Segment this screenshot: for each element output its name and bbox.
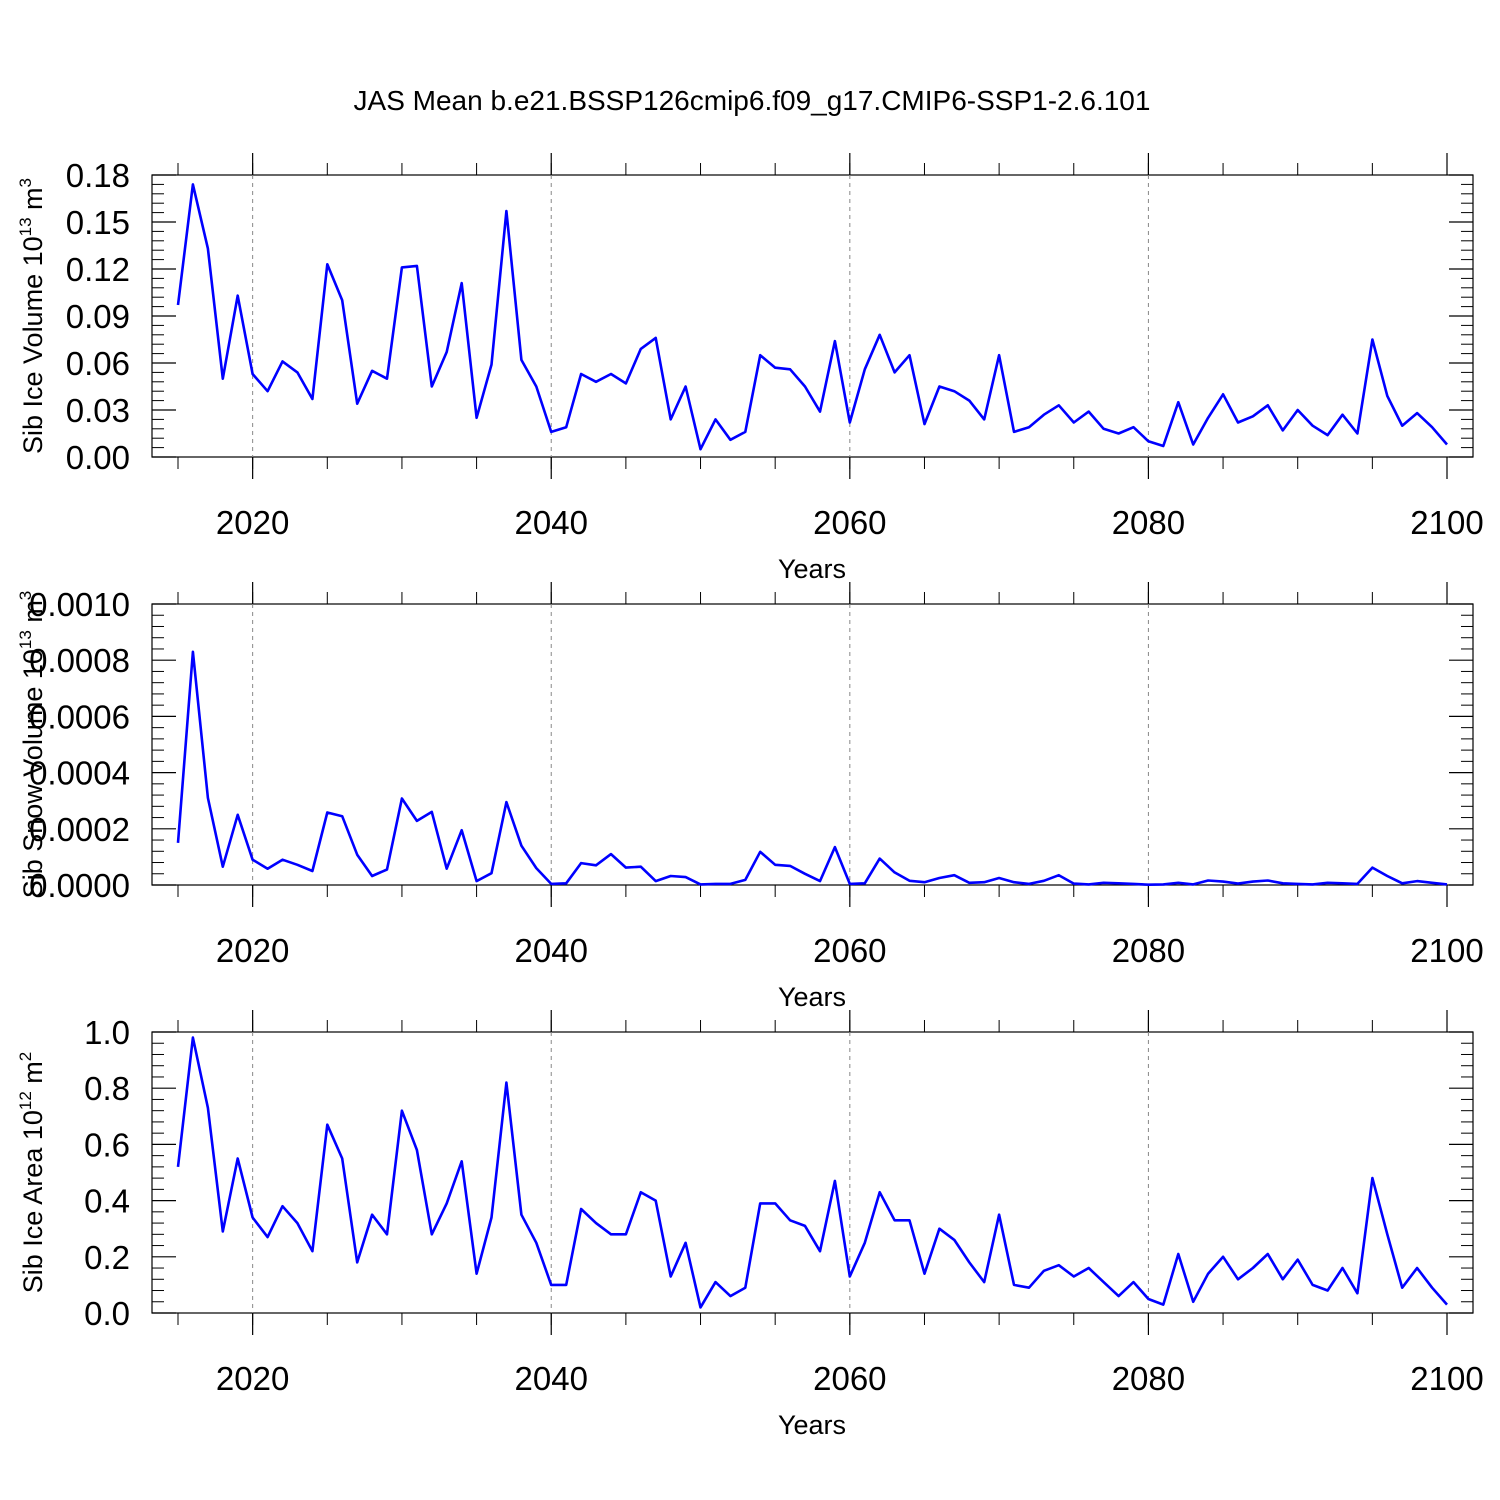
y-tick-label: 0.0004 [29,755,130,792]
x-tick-label: 2060 [813,504,886,541]
y-tick-label: 0.06 [66,345,130,382]
y-tick-label: 0.09 [66,298,130,335]
y-tick-label: 0.03 [66,392,130,429]
x-tick-label: 2100 [1410,504,1483,541]
x-tick-label: 2080 [1112,504,1185,541]
x-tick-label: 2040 [515,1360,588,1397]
x-tick-label: 2020 [216,932,289,969]
x-tick-label: 2020 [216,1360,289,1397]
chart-panel-3: 2020 2040 2060 2080 2100 0.0 0.2 0.4 0.6 0.8 1.0 Ye… [16,1010,1484,1440]
chart-panel-2: 2020 2040 2060 2080 2100 0.0000 0.0002 0.0004 0.… [16,582,1484,1012]
data-series-line [176,1036,1448,1309]
y-tick-label: 0.0 [84,1295,130,1332]
x-axis-label: Years [778,1410,846,1440]
y-axis-label: Sib Ice Area 1012 m2 [16,1052,48,1294]
y-tick-label: 0.0008 [29,642,130,679]
chart-panel-1: 2020 2040 2060 2080 2100 0.00 0.03 0.06 0.09 0.12… [16,153,1484,584]
y-tick-label: 0.0010 [29,586,130,623]
x-tick-label: 2040 [515,504,588,541]
y-tick-label: 0.4 [84,1183,130,1220]
x-axis-label: Years [778,554,846,584]
x-axis-label: Years [778,982,846,1012]
y-tick-label: 0.0006 [29,698,130,735]
y-tick-label: 0.15 [66,204,130,241]
x-tick-label: 2100 [1410,932,1483,969]
plot-frame [151,603,1474,886]
y-tick-label: 0.00 [66,439,130,476]
x-tick-label: 2100 [1410,1360,1483,1397]
data-series-line [176,183,1448,451]
y-axis-label: Sib Ice Volume 1013 m3 [16,178,48,454]
x-tick-label: 2040 [515,932,588,969]
x-tick-label: 2020 [216,504,289,541]
data-series-line [176,650,1448,887]
y-axis-label: Sib Snow Volume 1013 m3 [16,591,48,899]
plot-frame [151,1031,1474,1314]
y-tick-label: 0.0000 [29,867,130,904]
chart-panels: 2020 2040 2060 2080 2100 0.00 0.03 0.06 0.09 0.12… [16,153,1484,1440]
chart-title: JAS Mean b.e21.BSSP126cmip6.f09_g17.CMIP… [354,85,1151,116]
y-tick-label: 0.18 [66,157,130,194]
x-tick-label: 2080 [1112,932,1185,969]
y-tick-label: 0.6 [84,1126,130,1163]
x-tick-label: 2060 [813,932,886,969]
y-tick-label: 0.0002 [29,811,130,848]
y-tick-label: 0.12 [66,251,130,288]
y-tick-label: 0.8 [84,1070,130,1107]
y-tick-label: 1.0 [84,1014,130,1051]
x-tick-label: 2060 [813,1360,886,1397]
y-tick-label: 0.2 [84,1239,130,1276]
x-tick-label: 2080 [1112,1360,1185,1397]
